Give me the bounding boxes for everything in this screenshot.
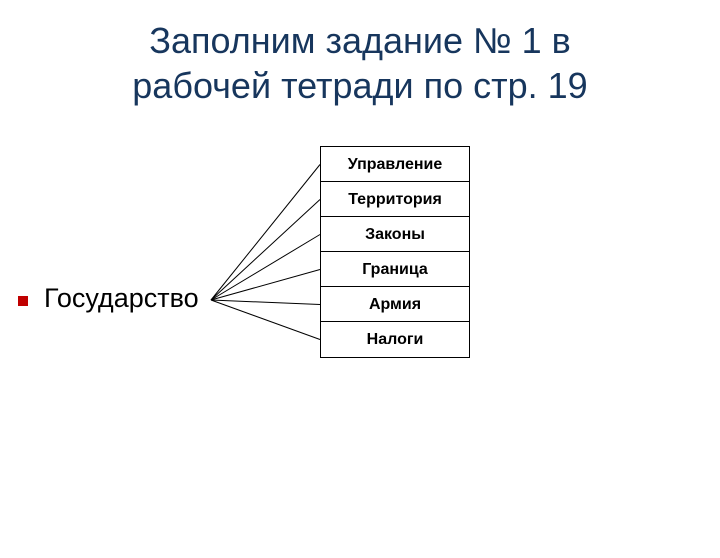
diagram-box: Территория: [321, 182, 469, 217]
diagram-root-label: Государство: [44, 283, 199, 314]
diagram-boxes: УправлениеТерриторияЗаконыГраницаАрмияНа…: [320, 146, 470, 358]
title-line-2: рабочей тетради по стр. 19: [40, 63, 680, 108]
bullet-marker: [18, 296, 28, 306]
diagram-box: Армия: [321, 287, 469, 322]
title-line-1: Заполним задание № 1 в: [40, 18, 680, 63]
diagram-box: Граница: [321, 252, 469, 287]
diagram-box: Налоги: [321, 322, 469, 357]
diagram-box: Законы: [321, 217, 469, 252]
diagram-box: Управление: [321, 147, 469, 182]
slide-title: Заполним задание № 1 в рабочей тетради п…: [0, 18, 720, 108]
